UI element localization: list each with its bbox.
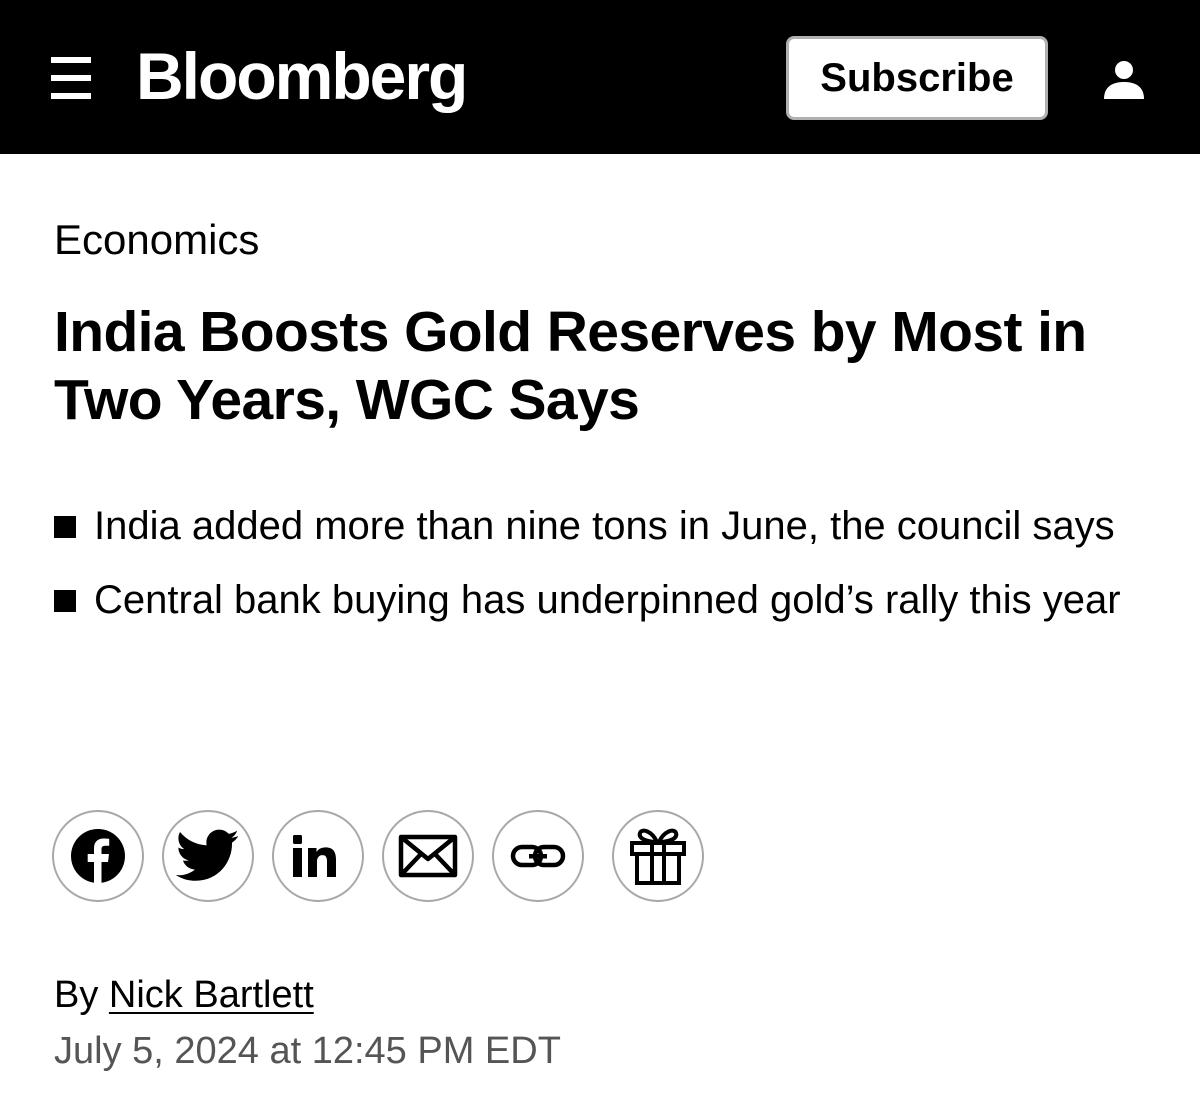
- top-navigation-bar: Bloomberg Subscribe: [0, 0, 1200, 154]
- share-twitter-button[interactable]: [162, 810, 254, 902]
- article-headline: India Boosts Gold Reserves by Most in Tw…: [54, 300, 1087, 432]
- byline-prefix: By: [54, 974, 99, 1016]
- user-account-icon[interactable]: [1103, 60, 1145, 100]
- summary-bullet: India added more than nine tons in June,…: [54, 498, 1174, 554]
- email-icon: [398, 834, 458, 878]
- bloomberg-logo[interactable]: Bloomberg: [136, 39, 468, 113]
- link-icon: [510, 844, 566, 868]
- bullet-square-icon: [54, 516, 76, 538]
- bullet-square-icon: [54, 590, 76, 612]
- article-byline: By Nick Bartlett: [54, 972, 314, 1018]
- hamburger-menu-icon[interactable]: [51, 57, 91, 99]
- publish-timestamp: July 5, 2024 at 12:45 PM EDT: [54, 1030, 561, 1072]
- share-facebook-button[interactable]: [52, 810, 144, 902]
- article-category[interactable]: Economics: [54, 216, 260, 263]
- linkedin-icon: [293, 835, 336, 877]
- summary-bullet-text: India added more than nine tons in June,…: [94, 504, 1115, 548]
- author-link[interactable]: Nick Bartlett: [108, 974, 314, 1016]
- share-email-button[interactable]: [382, 810, 474, 902]
- gift-article-button[interactable]: [612, 810, 704, 902]
- copy-link-button[interactable]: [492, 810, 584, 902]
- twitter-icon: [176, 829, 239, 881]
- summary-bullet: Central bank buying has underpinned gold…: [54, 572, 1174, 628]
- share-linkedin-button[interactable]: [272, 810, 364, 902]
- summary-bullet-text: Central bank buying has underpinned gold…: [94, 578, 1121, 622]
- article-summary-list: India added more than nine tons in June,…: [54, 498, 1174, 646]
- gift-icon: [630, 828, 686, 885]
- subscribe-button[interactable]: Subscribe: [786, 36, 1048, 120]
- facebook-icon: [71, 829, 125, 883]
